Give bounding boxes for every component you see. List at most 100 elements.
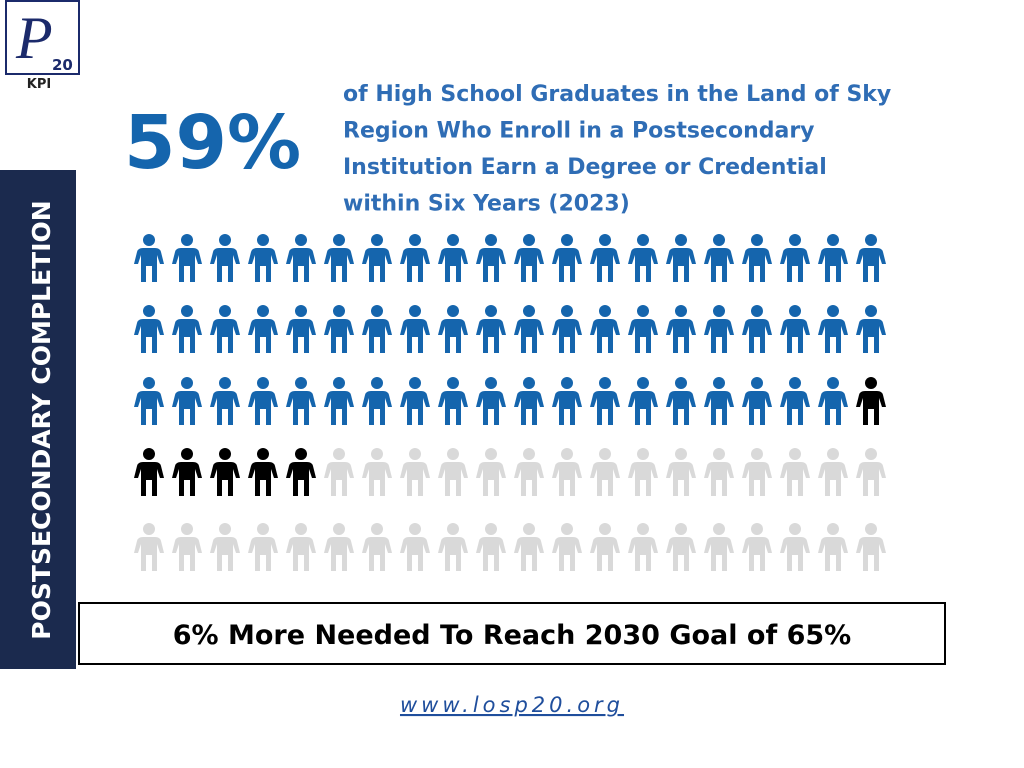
person-body xyxy=(210,319,240,353)
person-head xyxy=(789,377,801,389)
person-head xyxy=(751,377,763,389)
person-icon xyxy=(628,377,658,425)
person-body xyxy=(172,462,202,496)
person-icon xyxy=(704,305,734,353)
person-body xyxy=(818,537,848,571)
person-icon xyxy=(248,523,278,571)
person-head xyxy=(409,377,421,389)
person-head xyxy=(257,523,269,535)
person-body xyxy=(666,462,696,496)
person-head xyxy=(295,448,307,460)
person-icon xyxy=(400,234,430,282)
person-body xyxy=(400,248,430,282)
person-body xyxy=(476,319,506,353)
person-icon xyxy=(286,377,316,425)
person-body xyxy=(400,537,430,571)
person-icon xyxy=(438,523,468,571)
person-icon xyxy=(704,377,734,425)
person-icon xyxy=(742,448,772,496)
description-line: Institution Earn a Degree or Credential xyxy=(343,155,827,180)
person-head xyxy=(409,448,421,460)
person-icon xyxy=(400,377,430,425)
person-head xyxy=(371,523,383,535)
person-icon xyxy=(780,448,810,496)
person-head xyxy=(295,234,307,246)
person-head xyxy=(181,305,193,317)
person-body xyxy=(400,319,430,353)
person-head xyxy=(827,305,839,317)
person-head xyxy=(637,448,649,460)
person-head xyxy=(143,448,155,460)
person-head xyxy=(561,448,573,460)
person-body xyxy=(286,537,316,571)
headline: 59% xyxy=(124,100,301,186)
person-head xyxy=(485,234,497,246)
person-head xyxy=(447,377,459,389)
person-head xyxy=(713,523,725,535)
person-icon xyxy=(172,377,202,425)
person-icon xyxy=(780,523,810,571)
person-head xyxy=(447,448,459,460)
person-body xyxy=(248,391,278,425)
person-body xyxy=(400,462,430,496)
logo-number: 20 xyxy=(52,56,73,74)
person-head xyxy=(599,448,611,460)
person-head xyxy=(371,305,383,317)
person-body xyxy=(362,462,392,496)
person-head xyxy=(409,523,421,535)
person-icon xyxy=(666,448,696,496)
person-head xyxy=(219,523,231,535)
person-icon xyxy=(666,377,696,425)
person-body xyxy=(286,319,316,353)
description: of High School Graduates in the Land of … xyxy=(343,82,891,217)
person-body xyxy=(742,462,772,496)
person-head xyxy=(523,305,535,317)
person-head xyxy=(219,234,231,246)
person-body xyxy=(210,462,240,496)
person-body xyxy=(514,462,544,496)
person-body xyxy=(628,248,658,282)
person-head xyxy=(675,377,687,389)
person-body xyxy=(590,537,620,571)
person-head xyxy=(789,305,801,317)
person-icon xyxy=(590,448,620,496)
person-head xyxy=(599,234,611,246)
person-body xyxy=(742,319,772,353)
person-icon xyxy=(590,234,620,282)
logo-mark: P xyxy=(15,5,53,71)
person-body xyxy=(704,537,734,571)
person-icon xyxy=(704,448,734,496)
person-icon xyxy=(324,523,354,571)
footer-link[interactable]: www.losp20.org xyxy=(400,693,624,717)
person-body xyxy=(476,248,506,282)
person-icon xyxy=(590,305,620,353)
person-head xyxy=(865,377,877,389)
person-body xyxy=(552,248,582,282)
person-icon xyxy=(856,305,886,353)
person-body xyxy=(780,319,810,353)
note: 6% More Needed To Reach 2030 Goal of 65% xyxy=(173,620,851,651)
person-body xyxy=(324,248,354,282)
person-head xyxy=(371,234,383,246)
person-head xyxy=(447,305,459,317)
person-body xyxy=(248,319,278,353)
person-body xyxy=(818,319,848,353)
person-body xyxy=(286,462,316,496)
person-head xyxy=(143,523,155,535)
person-icon xyxy=(362,305,392,353)
person-head xyxy=(827,523,839,535)
person-icon xyxy=(590,523,620,571)
person-body xyxy=(324,537,354,571)
person-icon xyxy=(400,448,430,496)
person-body xyxy=(704,462,734,496)
person-icon xyxy=(476,377,506,425)
person-body xyxy=(324,391,354,425)
person-body xyxy=(742,537,772,571)
person-head xyxy=(295,377,307,389)
side-label: POSTSECONDARY COMPLETION xyxy=(27,200,56,639)
person-head xyxy=(485,377,497,389)
person-head xyxy=(257,234,269,246)
person-head xyxy=(561,305,573,317)
person-icon xyxy=(742,305,772,353)
person-head xyxy=(371,377,383,389)
